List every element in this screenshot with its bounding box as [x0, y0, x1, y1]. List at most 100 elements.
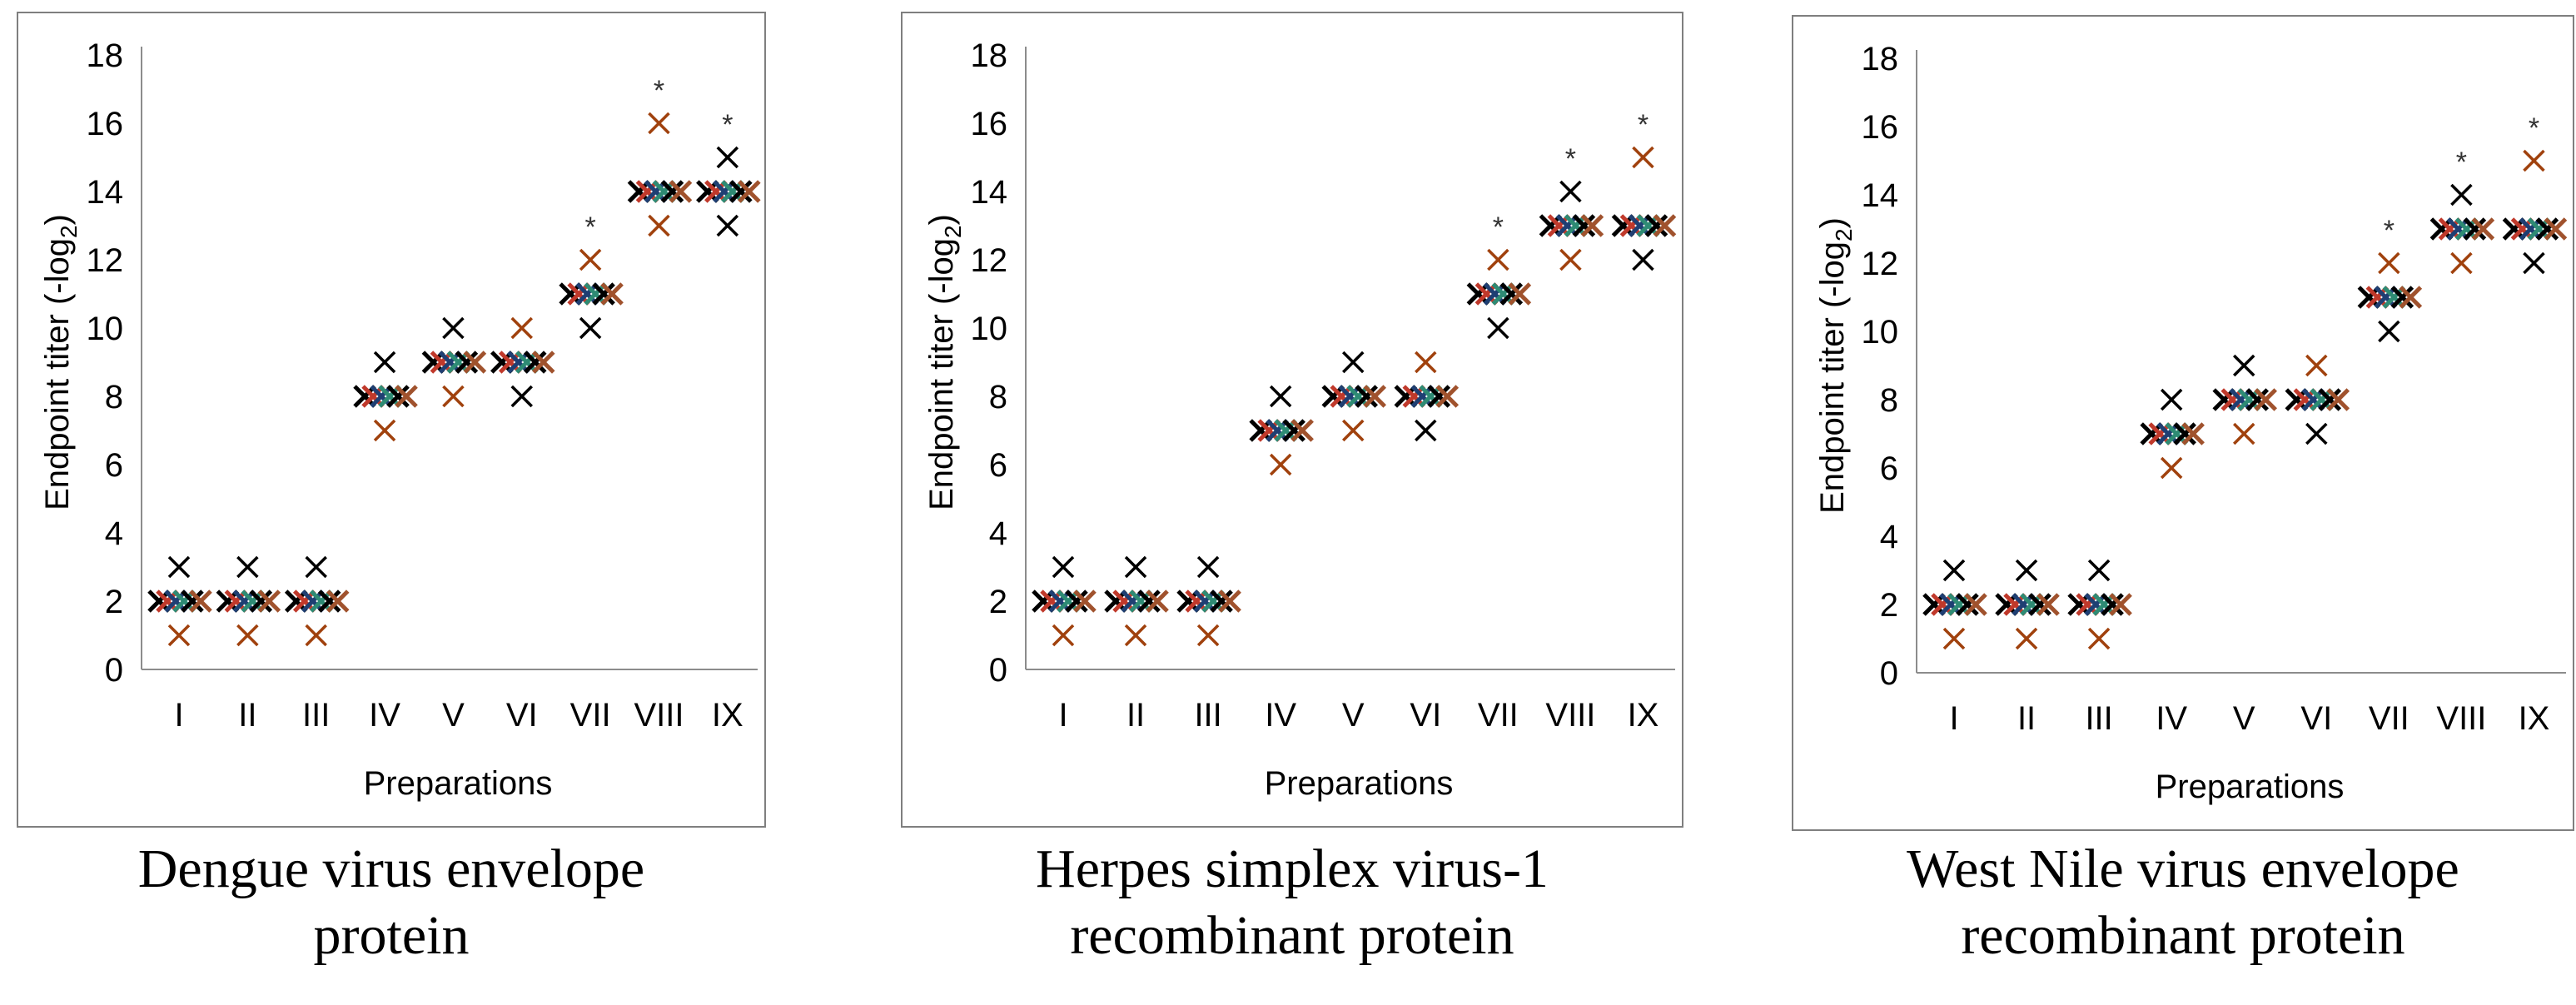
data-point [292, 590, 316, 613]
y-axis-label: Endpoint titer (-log2) [1814, 217, 1857, 514]
data-point [1218, 590, 1241, 613]
y-tick-label: 8 [105, 379, 123, 415]
data-point [156, 590, 179, 613]
data-point-lower [167, 624, 191, 647]
y-tick-label: 12 [1862, 246, 1899, 282]
x-tick-label: IX [1628, 697, 1659, 734]
data-point-upper [2378, 251, 2400, 275]
data-point [326, 590, 350, 613]
data-point [2544, 217, 2568, 241]
caption-line-1: Dengue virus envelope [137, 838, 645, 899]
significance-marker: * [654, 75, 664, 107]
data-point [1065, 590, 1088, 613]
x-tick-label: IV [1265, 697, 1296, 734]
data-point-lower [2015, 627, 2038, 650]
data-point [224, 590, 248, 613]
data-point [1466, 282, 1490, 306]
data-point [2012, 593, 2035, 616]
data-point [669, 180, 693, 203]
data-point [2156, 422, 2180, 445]
y-tick-label: 10 [87, 311, 124, 347]
data-point [2429, 217, 2454, 241]
data-point [2212, 388, 2236, 411]
data-point [2399, 286, 2423, 309]
data-point [575, 282, 599, 306]
data-point [592, 282, 615, 306]
data-point [2229, 388, 2253, 411]
data-point [2173, 422, 2196, 445]
data-point [729, 180, 753, 203]
data-point-lower [1415, 419, 1437, 442]
data-point [1193, 590, 1216, 613]
y-tick-label: 6 [989, 447, 1007, 484]
data-point [1338, 385, 1362, 408]
x-tick-label: III [2085, 700, 2112, 737]
data-point-lower [2450, 251, 2473, 275]
data-point [652, 180, 676, 203]
x-tick-label: III [302, 697, 330, 734]
data-point [1564, 214, 1588, 237]
data-point [1266, 419, 1289, 442]
x-tick-label: VII [1478, 697, 1519, 734]
data-point-lower [1487, 316, 1509, 340]
chart-panel-dengue: 0 2 4 6 8 10 12 14 16 18 I II III IV V VI VII VIII IX Prepa… [17, 12, 799, 1003]
data-point [2535, 217, 2559, 241]
data-point [1483, 282, 1507, 306]
data-point [1572, 214, 1596, 237]
data-point [2237, 388, 2261, 411]
data-point [2527, 217, 2551, 241]
caption-line-2: protein [313, 905, 470, 966]
data-point [2148, 422, 2171, 445]
data-point [2510, 217, 2534, 241]
y-tick-label: 8 [989, 379, 1007, 415]
data-point [2220, 388, 2245, 411]
chart-frame [1792, 15, 2574, 831]
data-point [2519, 217, 2543, 241]
data-point [1257, 419, 1281, 442]
data-point-lower [1559, 248, 1582, 271]
data-point [490, 351, 514, 374]
caption-line-1: West Nile virus envelope [1907, 838, 2459, 899]
significance-marker: * [722, 109, 733, 141]
data-point [2020, 593, 2043, 616]
data-point-upper [1269, 385, 1292, 408]
y-tick-label: 14 [87, 174, 124, 211]
x-tick-label: VI [2300, 700, 2332, 737]
data-point-upper [2015, 559, 2038, 582]
x-tick-label: VII [2369, 700, 2409, 737]
y-tick-label: 16 [971, 106, 1008, 142]
data-point [2245, 388, 2270, 411]
data-point-lower [2523, 251, 2545, 275]
y-tick-label: 12 [971, 242, 1008, 279]
data-point [1435, 385, 1460, 408]
y-tick-label: 2 [105, 584, 123, 620]
data-point [738, 180, 761, 203]
data-point [2390, 286, 2414, 309]
data-point [1547, 214, 1571, 237]
y-tick-label: 8 [1880, 382, 1898, 419]
data-point [2438, 217, 2462, 241]
y-tick-label: 4 [989, 515, 1007, 552]
x-tick-label: III [1194, 697, 1221, 734]
y-tick-label: 10 [1862, 314, 1899, 351]
x-tick-label: VIII [1545, 697, 1595, 734]
data-point [1539, 214, 1563, 237]
data-point [2382, 286, 2406, 309]
data-point [386, 385, 410, 408]
data-point [430, 351, 454, 374]
data-point [1419, 385, 1443, 408]
data-point-lower [1124, 624, 1147, 647]
data-point [2036, 593, 2060, 616]
data-point [2326, 388, 2350, 411]
data-point-upper [442, 316, 465, 340]
data-point-lower [1269, 453, 1292, 476]
y-tick-label: 18 [971, 37, 1008, 74]
chart-frame [901, 12, 1683, 828]
data-point [1321, 385, 1345, 408]
data-point [1931, 593, 1954, 616]
data-point [446, 351, 470, 374]
data-point-upper [1196, 555, 1220, 579]
data-point [1394, 385, 1418, 408]
data-point [2084, 593, 2107, 616]
data-point-upper [1942, 559, 1966, 582]
